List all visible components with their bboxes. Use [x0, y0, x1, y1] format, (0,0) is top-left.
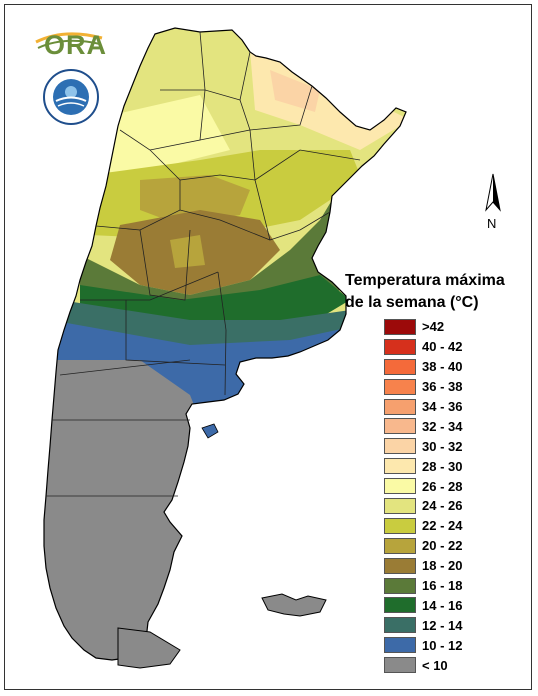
smn-seal-icon	[43, 69, 99, 125]
legend-label: 10 - 12	[422, 637, 463, 653]
legend-item: 14 - 16	[384, 595, 462, 615]
legend-label: 20 - 22	[422, 538, 463, 554]
map-frame	[4, 4, 532, 690]
legend-label: 12 - 14	[422, 617, 463, 633]
legend-item: 20 - 22	[384, 536, 462, 556]
legend-swatch	[384, 378, 416, 395]
legend-item: 36 - 38	[384, 377, 462, 397]
legend-item: 18 - 20	[384, 556, 462, 576]
legend-title: Temperatura máxima de la semana (°C)	[345, 270, 515, 314]
legend-swatch	[384, 338, 416, 355]
legend-label: 22 - 24	[422, 518, 463, 534]
legend-item: 38 - 40	[384, 357, 462, 377]
legend-item: 28 - 30	[384, 456, 462, 476]
legend-swatch	[384, 398, 416, 415]
legend-item: 32 - 34	[384, 416, 462, 436]
legend-swatch	[384, 577, 416, 594]
legend-item: 34 - 36	[384, 397, 462, 417]
legend-item: < 10	[384, 655, 462, 675]
legend-swatch	[384, 438, 416, 455]
legend-item: >42	[384, 317, 462, 337]
legend-label: 16 - 18	[422, 578, 463, 594]
legend-swatch	[384, 557, 416, 574]
legend-label: 38 - 40	[422, 359, 463, 375]
legend-swatch	[384, 478, 416, 495]
legend-label: 40 - 42	[422, 339, 463, 355]
legend-swatch	[384, 458, 416, 475]
north-arrow-icon	[485, 173, 501, 212]
legend-item: 24 - 26	[384, 496, 462, 516]
legend-label: 30 - 32	[422, 438, 463, 454]
legend-swatch	[384, 597, 416, 614]
legend-swatch	[384, 418, 416, 435]
legend-swatch	[384, 497, 416, 514]
legend-item: 30 - 32	[384, 436, 462, 456]
legend: >42 40 - 42 38 - 40 36 - 38 34 - 36 32 - 34 30…	[384, 317, 462, 675]
legend-title-line2: de la semana (°C)	[345, 294, 479, 311]
legend-item: 16 - 18	[384, 576, 462, 596]
legend-label: >42	[422, 319, 445, 335]
legend-swatch	[384, 657, 416, 674]
legend-label: 18 - 20	[422, 558, 463, 574]
legend-swatch	[384, 517, 416, 534]
legend-item: 26 - 28	[384, 476, 462, 496]
legend-swatch	[384, 617, 416, 634]
legend-label: 34 - 36	[422, 399, 463, 414]
legend-item: 22 - 24	[384, 516, 462, 536]
legend-swatch	[384, 637, 416, 654]
legend-swatch	[384, 537, 416, 554]
legend-item: 12 - 14	[384, 615, 462, 635]
legend-label: 26 - 28	[422, 478, 463, 494]
legend-label: 32 - 34	[422, 418, 463, 434]
north-label: N	[487, 216, 497, 231]
legend-swatch	[384, 318, 416, 335]
legend-label: 14 - 16	[422, 597, 463, 613]
legend-item: 10 - 12	[384, 635, 462, 655]
ora-logo-text: ORA	[44, 30, 107, 60]
legend-swatch	[384, 358, 416, 375]
legend-label: 36 - 38	[422, 379, 463, 395]
legend-label: < 10	[422, 657, 448, 673]
ora-logo-icon	[35, 32, 103, 49]
legend-item: 40 - 42	[384, 337, 462, 357]
legend-label: 28 - 30	[422, 458, 463, 474]
legend-label: 24 - 26	[422, 498, 463, 514]
legend-title-line1: Temperatura máxima	[345, 272, 505, 289]
